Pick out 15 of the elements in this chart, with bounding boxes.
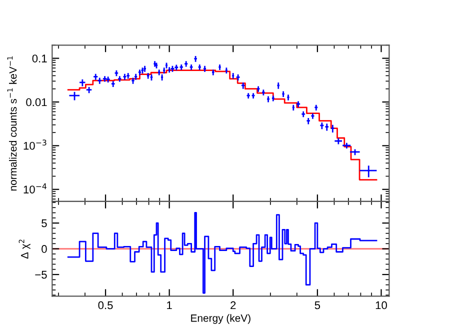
- x-tick-label: 5: [314, 301, 320, 310]
- x-axis-title: Energy (keV): [191, 314, 250, 324]
- x-tick-label: 2: [230, 301, 236, 310]
- y-tick-label: 5: [42, 219, 47, 228]
- y-tick-label: 10$^{−4}$: [24, 183, 46, 194]
- y-axis-title: normalized counts s$^{−1}$ keV$^{−1}$: [7, 56, 17, 191]
- x-tick-label: 10: [376, 301, 387, 310]
- x-tick-label: 0.5: [98, 301, 113, 310]
- y-tick-label: −5: [35, 270, 47, 279]
- y-tick-label: 0.1: [32, 54, 47, 62]
- y-tick-label: 0.01: [26, 98, 47, 106]
- x-tick-label: 1: [167, 301, 172, 310]
- y-tick-label: 0: [42, 245, 47, 253]
- y-tick-label: 10$^{−3}$: [24, 140, 46, 150]
- y-axis-title: Δ χ$^{2}$: [18, 240, 30, 259]
